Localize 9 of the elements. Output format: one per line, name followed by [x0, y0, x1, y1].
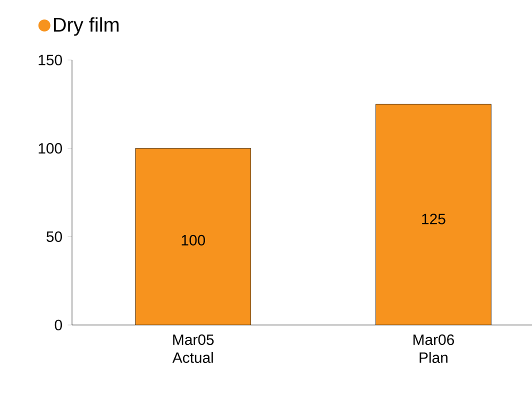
- data-label: 100: [182, 234, 205, 246]
- y-tick-label: 100: [38, 143, 62, 154]
- y-tick-label: 50: [46, 231, 62, 242]
- y-tick-label: 0: [54, 320, 62, 330]
- legend-label: Dry film: [54, 17, 119, 36]
- x-tick-label: Mar06 Plan: [414, 334, 454, 363]
- x-tick-label: Mar05 Actual: [172, 334, 214, 363]
- y-tick-label: 150: [38, 54, 62, 66]
- data-label: 125: [422, 214, 446, 224]
